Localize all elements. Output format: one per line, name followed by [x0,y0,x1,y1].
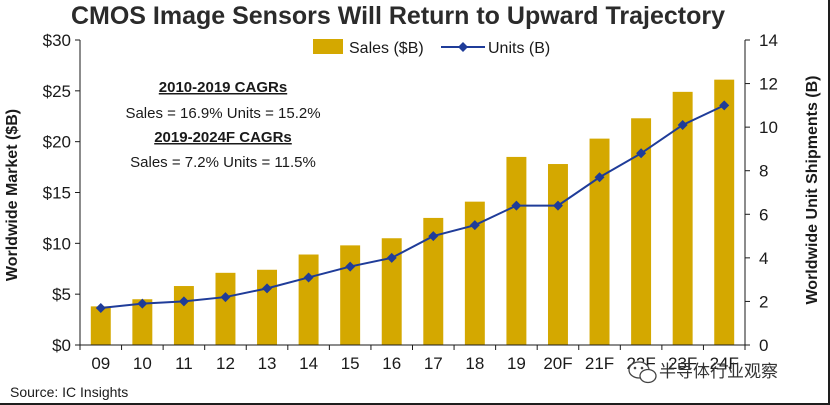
x-tick-label-17: 17 [424,354,443,373]
y-right-tick-label: 2 [759,292,768,311]
y-right-tick-label: 4 [759,249,768,268]
y-right-tick-label: 12 [759,75,778,94]
units-marker-13 [262,283,273,294]
watermark-text: 半导体行业观察 [659,362,778,382]
bar-14 [298,254,319,345]
legend-label-sales: Sales ($B) [349,40,424,57]
x-tick-label-23F: 23F [668,354,697,373]
y-left-tick-label: $15 [43,184,71,203]
bar-23F [672,91,693,345]
x-tick-label-13: 13 [258,354,277,373]
units-marker-19 [511,200,522,211]
y-left-tick-label: $25 [43,82,71,101]
units-marker-11 [178,296,189,307]
bar-12 [215,272,236,345]
x-tick-label-09: 09 [91,354,110,373]
y-right-tick-label: 14 [759,31,778,50]
x-tick-label-14: 14 [299,354,318,373]
y-right-tick-label: 8 [759,162,768,181]
units-marker-10 [137,298,148,309]
legend-swatch-units-marker [458,42,468,52]
cagr-heading-2010-2019: 2010-2019 CAGRs [159,79,287,96]
units-marker-17 [428,231,439,242]
bar-13 [257,269,278,345]
cagr-heading-2019-2024: 2019-2024F CAGRs [154,129,292,146]
cagr-values-2019-2024: Sales = 7.2% Units = 11.5% [130,154,316,171]
x-tick-label-24F: 24F [710,354,739,373]
y-right-tick-label: 0 [759,336,768,355]
x-tick-label-11: 11 [175,354,193,373]
y-left-tick-label: $30 [43,31,71,50]
bar-11 [173,286,194,345]
units-marker-24F [719,100,730,111]
bar-20F [547,164,568,345]
units-line-layer [95,100,730,313]
units-marker-20F [552,200,563,211]
bar-22F [631,118,652,346]
bar-18 [464,201,485,345]
units-marker-14 [303,272,314,283]
y-left-tick-label: $5 [52,285,71,304]
bars-layer [90,79,735,346]
y-left-tick-label: $0 [52,336,71,355]
x-tick-label-19: 19 [507,354,526,373]
x-tick-label-12: 12 [216,354,235,373]
units-marker-23F [677,119,688,130]
bar-19 [506,156,527,345]
x-tick-label-10: 10 [133,354,152,373]
units-marker-22F [636,148,647,159]
legend-swatch-sales [313,39,343,54]
x-tick-label-16: 16 [382,354,401,373]
bar-24F [714,79,735,346]
y-right-axis-title: Worldwide Unit Shipments (B) [804,75,821,304]
x-tick-label-18: 18 [465,354,484,373]
units-line [100,104,725,309]
cagr-annotation: 2010-2019 CAGRs Sales = 16.9% Units = 15… [125,79,320,171]
bar-10 [132,299,153,345]
bar-21F [589,138,610,345]
cagr-values-2010-2019: Sales = 16.9% Units = 15.2% [125,105,320,122]
bar-09 [90,306,111,345]
units-marker-15 [345,261,356,272]
units-marker-18 [469,220,480,231]
bar-15 [340,245,361,345]
wechat-icon [628,361,657,384]
watermark: 半导体行业观察 [628,361,778,384]
units-marker-09 [95,302,106,313]
units-marker-12 [220,292,231,303]
y-left-tick-label: $20 [43,133,71,152]
legend: Sales ($B) Units (B) [313,39,550,57]
units-marker-16 [386,252,397,263]
bar-16 [381,238,402,345]
y-right-tick-label: 10 [759,118,778,137]
units-marker-21F [594,172,605,183]
x-tick-label-20F: 20F [543,354,572,373]
y-left-axis-title: Worldwide Market ($B) [4,109,21,281]
y-right-tick-label: 6 [759,205,768,224]
chart-title: CMOS Image Sensors Will Return to Upward… [71,2,725,30]
legend-label-units: Units (B) [488,40,550,57]
y-left-tick-label: $10 [43,234,71,253]
x-tick-label-15: 15 [341,354,360,373]
x-tick-label-21F: 21F [585,354,614,373]
bar-17 [423,217,444,345]
ticks-layer: $0 $5 $10 $15 $20 $25 $30 0 2 4 6 8 10 12 14 09 10 11 12 13… [43,31,778,373]
source-note: Source: IC Insights [10,384,128,400]
